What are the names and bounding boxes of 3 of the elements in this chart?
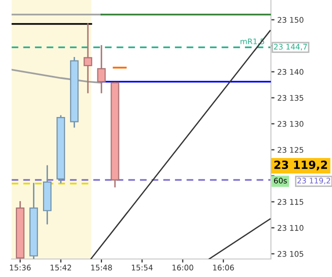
candlestick: [97, 45, 106, 94]
text: 23 119,2: [274, 160, 328, 170]
candlestick: [84, 23, 92, 94]
